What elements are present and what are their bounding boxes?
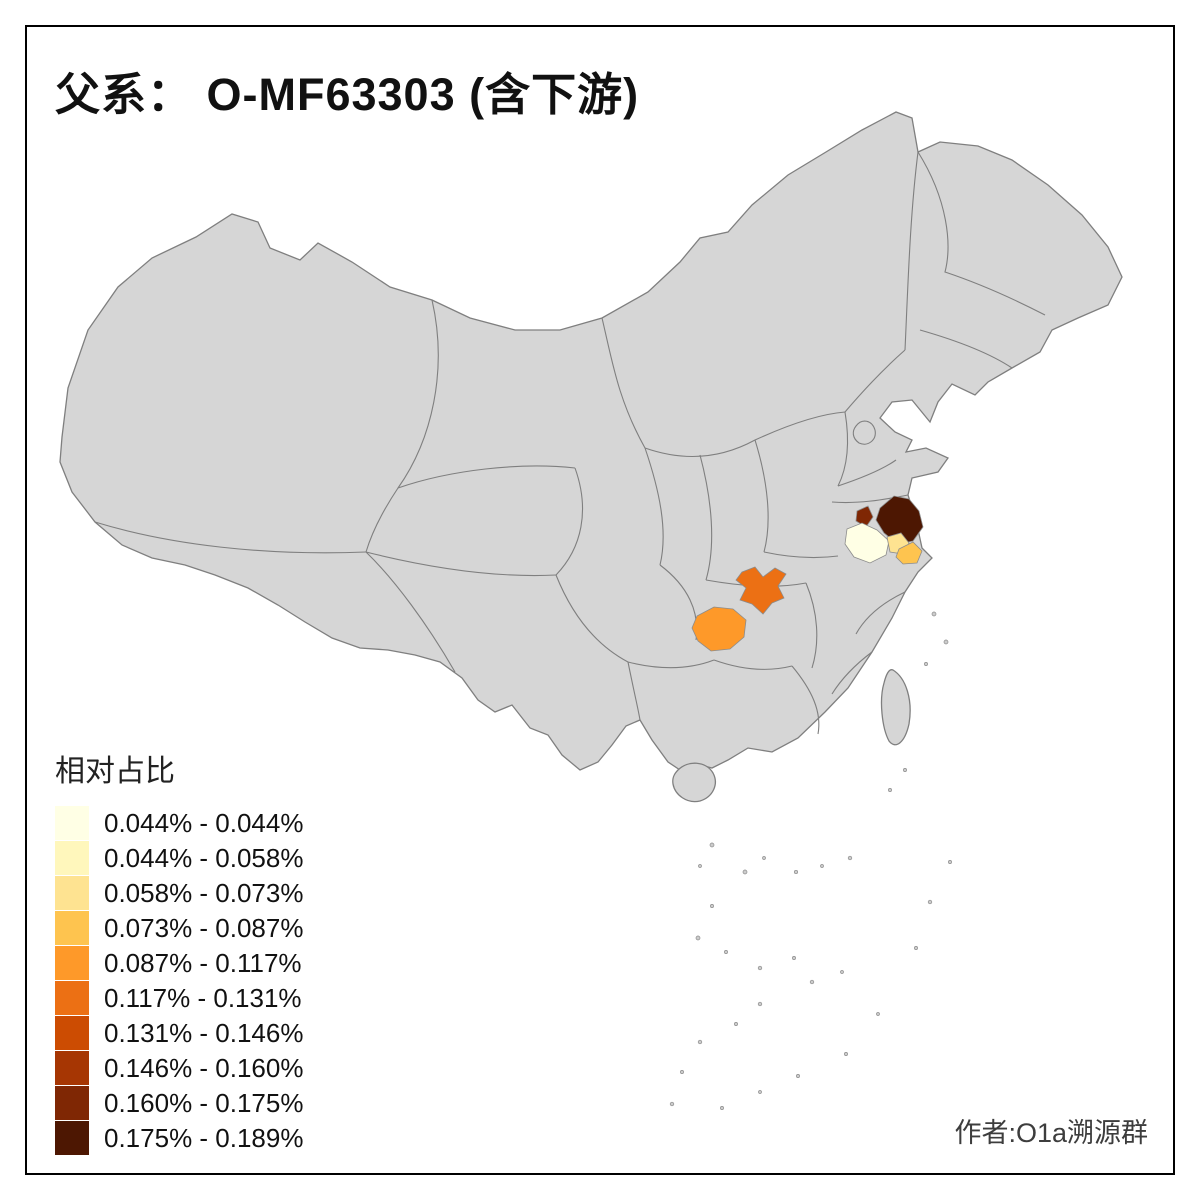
highlighted-region-dark [855,505,874,528]
legend-swatch [55,946,89,980]
legend-swatch [55,911,89,945]
legend-range-label: 0.117% - 0.131% [104,982,302,1013]
legend-swatch [55,1016,89,1050]
legend-item: 0.146% - 0.160% [55,1051,303,1085]
legend-item: 0.175% - 0.189% [55,1121,303,1155]
legend-swatch [55,1121,89,1155]
legend-title: 相对占比 [55,755,175,788]
highlighted-regions [691,495,924,652]
highlighted-region-orange [895,541,923,565]
legend: 相对占比 0.044% - 0.044% 0.044% - 0.058% 0.058… [55,746,303,1156]
legend-swatch [55,981,89,1015]
legend-item: 0.160% - 0.175% [55,1086,303,1120]
legend-range-label: 0.073% - 0.087% [104,912,304,943]
highlighted-region-southwest [691,606,747,652]
legend-item: 0.044% - 0.044% [55,806,303,840]
legend-item: 0.073% - 0.087% [55,911,303,945]
legend-swatch [55,806,89,840]
legend-items: 0.044% - 0.044% 0.044% - 0.058% 0.058% - 0… [55,806,303,1155]
legend-range-label: 0.058% - 0.073% [104,877,304,908]
province-borders [94,151,1046,735]
legend-swatch [55,1051,89,1085]
legend-range-label: 0.044% - 0.044% [104,807,304,838]
legend-swatch [55,876,89,910]
legend-range-label: 0.087% - 0.117% [104,947,302,978]
author-credit: 作者:O1a溯源群 [954,1118,1148,1148]
china-mainland [59,111,1123,779]
highlighted-region-central [735,566,787,615]
legend-range-label: 0.146% - 0.160% [104,1052,304,1083]
legend-item: 0.058% - 0.073% [55,876,303,910]
legend-range-label: 0.175% - 0.189% [104,1122,304,1153]
legend-item: 0.131% - 0.146% [55,1016,303,1050]
highlighted-region-darkest [875,495,924,545]
legend-range-label: 0.044% - 0.058% [104,842,304,873]
map-title: 父系： O-MF63303 (含下游) [55,69,640,120]
legend-swatch [55,1086,89,1120]
taiwan-island [880,669,911,746]
legend-range-label: 0.131% - 0.146% [104,1017,304,1048]
highlighted-region-cream [844,522,890,564]
hainan-island [672,762,716,803]
legend-item: 0.044% - 0.058% [55,841,303,875]
small-islands [669,611,952,1110]
legend-item: 0.087% - 0.117% [55,946,303,980]
legend-swatch [55,841,89,875]
legend-range-label: 0.160% - 0.175% [104,1087,304,1118]
legend-item: 0.117% - 0.131% [55,981,303,1015]
